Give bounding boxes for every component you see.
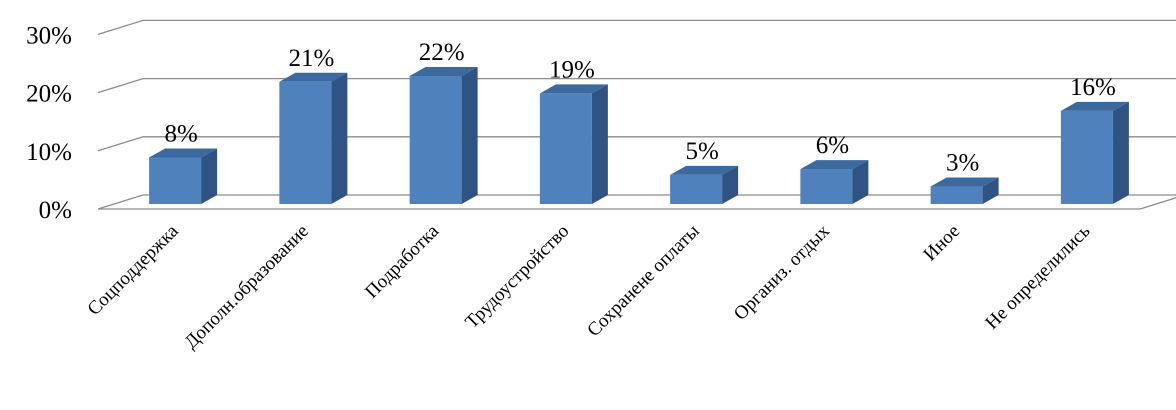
y-tick-label: 30%	[26, 22, 72, 49]
x-tick-label: Дополн.образование	[181, 221, 313, 353]
bar-front	[930, 186, 983, 204]
x-tick-label: Подработка	[361, 220, 443, 302]
bar-side	[461, 66, 478, 205]
bar-side	[722, 165, 739, 204]
bar-front	[1060, 110, 1113, 204]
y-tick-label: 20%	[26, 81, 72, 108]
data-label: 22%	[419, 39, 465, 66]
data-label: 6%	[816, 132, 849, 159]
gridline	[97, 19, 1176, 36]
data-label: 3%	[946, 150, 979, 177]
data-label: 5%	[685, 138, 718, 165]
bar-side	[201, 148, 218, 204]
bar-front	[409, 75, 462, 205]
bar-side	[331, 72, 348, 204]
y-tick-label: 10%	[26, 139, 72, 166]
bar-front	[149, 157, 202, 204]
bar-front	[539, 93, 592, 204]
bar-top	[1060, 101, 1129, 111]
bar-top	[670, 165, 739, 175]
data-labels: 8% 21% 22% 19% 5% 6% 3% 16%	[164, 39, 1115, 177]
bar	[539, 84, 608, 204]
x-tick-label: Сохранене оплаты	[583, 221, 704, 342]
data-label: 19%	[549, 56, 595, 83]
bar-top	[800, 160, 869, 170]
data-label: 8%	[164, 120, 197, 147]
x-tick-label: Трудоустройство	[461, 221, 573, 333]
bars	[149, 66, 1129, 205]
x-tick-label: Иное	[920, 221, 965, 266]
x-tick-label: Соцподдержка	[83, 220, 183, 320]
bar	[670, 165, 739, 204]
bar-top	[539, 84, 608, 94]
bar-top	[930, 177, 999, 187]
y-axis-ticks: 0% 10% 20% 30%	[26, 22, 72, 224]
bar-top	[409, 66, 478, 76]
gridlines	[97, 19, 1176, 210]
bar-side	[852, 160, 869, 204]
bar-top	[149, 148, 218, 158]
bar	[800, 160, 869, 204]
gridline	[97, 136, 1176, 152]
x-tick-label: Не определились	[981, 220, 1094, 333]
y-tick-label: 0%	[39, 197, 72, 224]
x-tick-label: Организ. отдых	[730, 220, 834, 324]
data-label: 16%	[1070, 74, 1116, 101]
data-label: 21%	[288, 45, 334, 72]
bar	[1060, 101, 1129, 204]
bar-top	[279, 72, 348, 82]
bar-front	[670, 174, 723, 204]
bar	[149, 148, 218, 204]
gridline	[97, 77, 1176, 94]
bar	[279, 72, 348, 204]
bar	[930, 177, 999, 204]
bar-side	[982, 177, 999, 204]
bar-side	[1112, 101, 1129, 204]
bar-side	[591, 84, 608, 204]
gridline	[97, 194, 1176, 210]
bar-front	[800, 169, 853, 204]
bar	[409, 66, 478, 205]
bar-front	[279, 81, 332, 204]
